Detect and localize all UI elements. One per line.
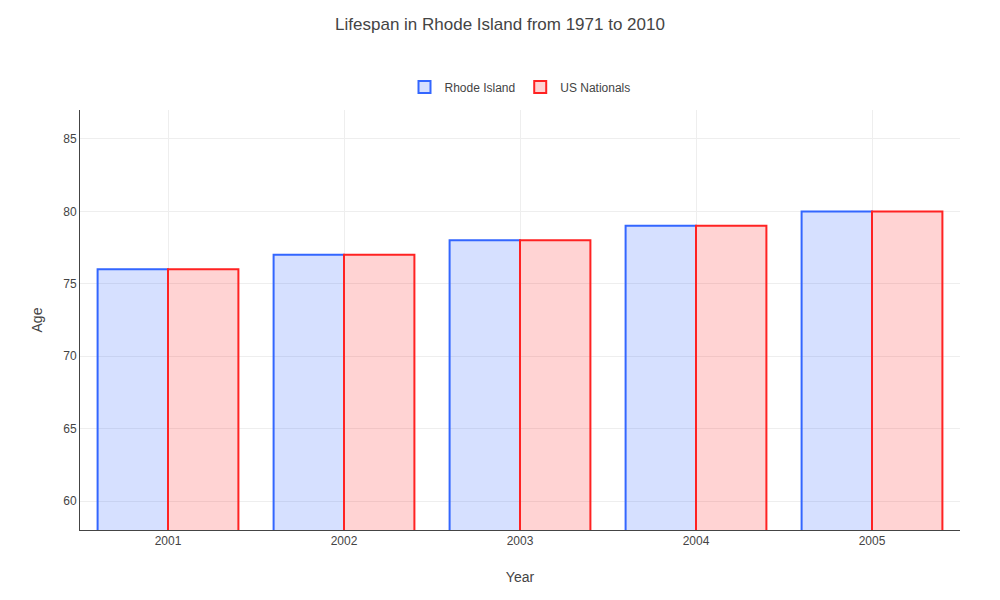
svg-text:70: 70 — [63, 349, 77, 363]
svg-text:US Nationals: US Nationals — [560, 81, 630, 95]
svg-text:Lifespan in Rhode Island from: Lifespan in Rhode Island from 1971 to 20… — [335, 15, 665, 34]
svg-text:2001: 2001 — [155, 534, 182, 548]
svg-text:80: 80 — [63, 205, 77, 219]
svg-text:2004: 2004 — [683, 534, 710, 548]
svg-text:2003: 2003 — [507, 534, 534, 548]
svg-text:2002: 2002 — [331, 534, 358, 548]
svg-text:65: 65 — [63, 422, 77, 436]
svg-text:2005: 2005 — [859, 534, 886, 548]
svg-text:Age: Age — [29, 307, 45, 332]
svg-text:85: 85 — [63, 132, 77, 146]
svg-text:75: 75 — [63, 277, 77, 291]
svg-text:60: 60 — [63, 494, 77, 508]
svg-text:Year: Year — [506, 569, 535, 585]
svg-text:Rhode Island: Rhode Island — [445, 81, 516, 95]
